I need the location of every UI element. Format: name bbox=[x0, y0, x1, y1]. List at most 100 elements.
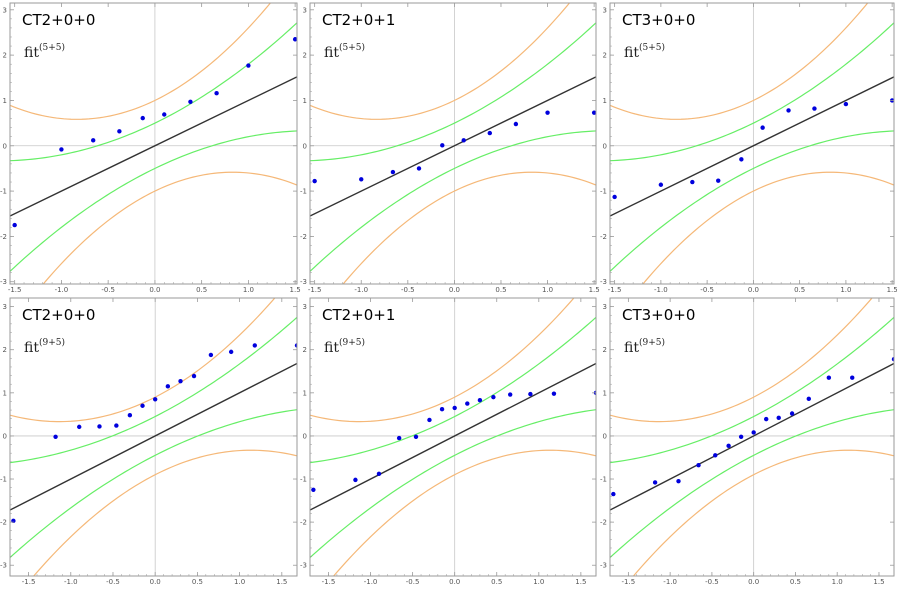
data-point bbox=[760, 125, 765, 130]
x-tick-label: 0.5 bbox=[196, 286, 207, 294]
x-tick-label: 1.0 bbox=[234, 578, 245, 586]
y-tick-label: 1 bbox=[603, 389, 607, 397]
data-point bbox=[477, 397, 483, 403]
data-point bbox=[676, 478, 681, 484]
x-tick-label: -1.5 bbox=[8, 286, 22, 294]
data-point bbox=[513, 121, 519, 127]
data-point bbox=[53, 434, 58, 439]
data-point bbox=[413, 434, 419, 439]
y-tick-label: -2 bbox=[0, 519, 7, 527]
fit-superscript: (9+5) bbox=[639, 337, 665, 348]
curves bbox=[610, 3, 894, 284]
data-point bbox=[843, 101, 849, 107]
outer-band-upper bbox=[610, 3, 869, 120]
data-point bbox=[591, 110, 596, 115]
x-tick-label: 1.5 bbox=[887, 286, 897, 294]
inner-band-upper bbox=[10, 316, 297, 464]
x-tick-label: -1.0 bbox=[64, 578, 78, 586]
x-tick-label: -1.5 bbox=[322, 578, 336, 586]
fit-label: fit(9+5) bbox=[624, 337, 665, 356]
data-point bbox=[359, 177, 364, 182]
y-tick-label: -2 bbox=[300, 233, 307, 241]
data-point bbox=[465, 401, 470, 406]
plot-panel-5: -1.5 -1.0 -0.5 0.0 0.5 1.0 1.5 -3 -2 -1 0 1 2 3 CT2+0+… bbox=[300, 297, 597, 586]
data-point bbox=[59, 147, 64, 152]
outer-band-upper bbox=[610, 298, 873, 423]
plot-panel-1: -1.5 -1.0 -0.5 0.0 0.5 1.0 1.5 -3 -2 -1 0 1 2 3 CT2+0+… bbox=[0, 2, 301, 294]
y-tick-label: 2 bbox=[603, 52, 607, 60]
x-tick-label: -1.5 bbox=[308, 286, 322, 294]
panel-title: CT2+0+0 bbox=[22, 11, 95, 29]
x-tick-label: -1.0 bbox=[55, 286, 69, 294]
outer-band-lower bbox=[632, 449, 894, 576]
x-tick-label: -0.5 bbox=[700, 286, 714, 294]
y-tick-label: -3 bbox=[300, 562, 307, 570]
data-point bbox=[440, 143, 445, 148]
data-point bbox=[461, 138, 466, 143]
data-point bbox=[739, 157, 744, 162]
fit-base: fit bbox=[324, 45, 339, 61]
data-point bbox=[114, 423, 119, 428]
curves bbox=[310, 298, 596, 576]
x-tick-label: 1.0 bbox=[243, 286, 254, 294]
data-point bbox=[487, 130, 492, 136]
x-tick-label: 1.0 bbox=[542, 286, 553, 294]
data-point bbox=[716, 178, 721, 183]
curves bbox=[10, 3, 297, 284]
y-tick-label: 3 bbox=[303, 303, 307, 311]
x-tick-label: 1.5 bbox=[276, 578, 287, 586]
x-tick-label: 0.0 bbox=[449, 286, 460, 294]
y-tick-label: 2 bbox=[3, 346, 7, 354]
x-tick-label: 0.0 bbox=[149, 286, 160, 294]
y-tick-label: -3 bbox=[0, 278, 7, 286]
data-point bbox=[252, 343, 257, 348]
data-point bbox=[439, 407, 445, 412]
x-tick-label: -0.5 bbox=[101, 286, 115, 294]
outer-band-lower bbox=[332, 449, 596, 576]
data-point bbox=[178, 378, 183, 384]
fit-label: fit(9+5) bbox=[24, 337, 65, 356]
outer-band-upper bbox=[310, 3, 571, 120]
y-tick-label: 0 bbox=[603, 432, 607, 440]
outer-band-lower bbox=[42, 171, 297, 284]
data-point bbox=[891, 357, 894, 362]
data-point bbox=[312, 178, 317, 184]
x-tick-label: 1.5 bbox=[873, 578, 884, 586]
data-point bbox=[786, 108, 791, 113]
identity-line bbox=[310, 76, 596, 217]
data-point bbox=[416, 166, 422, 171]
x-tick-label: 0.5 bbox=[790, 578, 801, 586]
data-point bbox=[789, 411, 795, 416]
y-tick-label: 3 bbox=[603, 6, 607, 14]
x-tick-label: -1.0 bbox=[663, 578, 677, 586]
x-tick-label: 0.0 bbox=[748, 578, 759, 586]
inner-band-upper bbox=[310, 22, 596, 162]
y-tick-label: -2 bbox=[600, 233, 607, 241]
y-tick-label: -1 bbox=[600, 188, 607, 196]
y-tick-label: 2 bbox=[3, 52, 7, 60]
y-tick-label: -1 bbox=[300, 476, 307, 484]
data-point bbox=[214, 90, 219, 96]
data-point bbox=[208, 352, 214, 358]
identity-line bbox=[310, 362, 596, 511]
curves bbox=[610, 298, 894, 576]
x-tick-label: 1.5 bbox=[589, 286, 600, 294]
y-tick-label: -2 bbox=[300, 519, 307, 527]
plot-panel-3: -1.5 -1.0 -0.5 0.0 0.5 1.0 1.5 -3 -2 -1 0 1 2 3 CT3+0+… bbox=[600, 2, 897, 294]
outer-band-lower bbox=[32, 449, 297, 576]
y-tick-label: -3 bbox=[600, 278, 607, 286]
x-tick-label: 0.5 bbox=[192, 578, 203, 586]
y-tick-label: -3 bbox=[0, 562, 7, 570]
y-tick-label: 0 bbox=[303, 432, 307, 440]
data-point bbox=[491, 394, 496, 400]
y-tick-label: -1 bbox=[0, 476, 7, 484]
x-tick-label: -1.5 bbox=[22, 578, 36, 586]
data-point bbox=[246, 63, 251, 68]
fit-superscript: (5+5) bbox=[639, 42, 665, 53]
inner-band-lower bbox=[310, 130, 596, 272]
identity-line bbox=[610, 76, 894, 217]
plot-panel-2: -1.5 -1.0 -0.5 0.0 0.5 1.0 1.5 -3 -2 -1 0 1 2 3 CT2+0+… bbox=[300, 2, 600, 294]
data-point bbox=[696, 463, 701, 468]
y-tick-label: 1 bbox=[3, 97, 7, 105]
x-tick-label: -0.5 bbox=[406, 578, 420, 586]
